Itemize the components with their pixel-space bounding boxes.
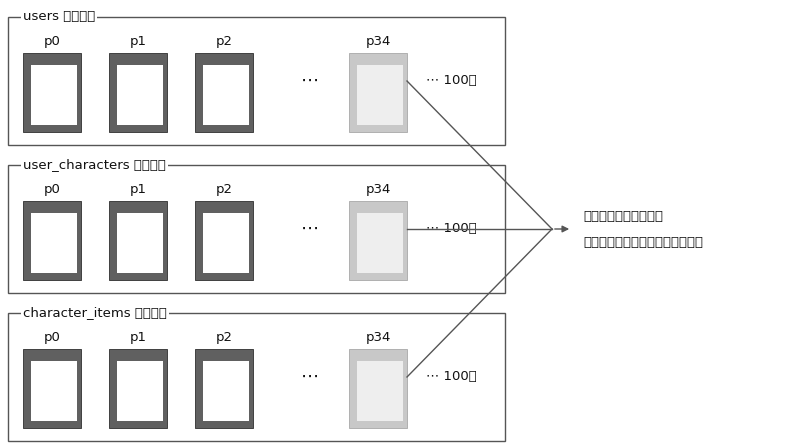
Text: users テーブル: users テーブル bbox=[23, 10, 95, 24]
Text: ⋯: ⋯ bbox=[301, 220, 319, 238]
Bar bbox=[109, 349, 167, 428]
Bar bbox=[23, 349, 81, 428]
Text: p34: p34 bbox=[366, 331, 390, 344]
Bar bbox=[23, 201, 81, 280]
Bar bbox=[202, 65, 250, 125]
Text: p2: p2 bbox=[215, 35, 233, 48]
Text: p34: p34 bbox=[366, 183, 390, 196]
Bar bbox=[8, 313, 505, 441]
Text: 小さな内部テーブル、: 小さな内部テーブル、 bbox=[583, 210, 663, 223]
Bar bbox=[30, 361, 78, 421]
Bar bbox=[30, 213, 78, 273]
Text: インデックスを利用して処理する: インデックスを利用して処理する bbox=[583, 236, 703, 249]
Bar bbox=[117, 65, 163, 125]
Bar bbox=[195, 53, 253, 132]
Text: p34: p34 bbox=[366, 35, 390, 48]
Bar bbox=[349, 201, 407, 280]
Bar bbox=[357, 361, 403, 421]
Text: p0: p0 bbox=[43, 331, 61, 344]
Text: p0: p0 bbox=[43, 35, 61, 48]
Text: p2: p2 bbox=[215, 183, 233, 196]
Bar bbox=[109, 201, 167, 280]
Bar bbox=[195, 201, 253, 280]
Text: p1: p1 bbox=[130, 183, 146, 196]
Bar bbox=[357, 65, 403, 125]
Bar bbox=[23, 53, 81, 132]
Text: ⋯: ⋯ bbox=[301, 368, 319, 386]
Bar bbox=[349, 349, 407, 428]
Bar bbox=[8, 17, 505, 145]
Text: user_characters テーブル: user_characters テーブル bbox=[23, 159, 166, 172]
Bar bbox=[117, 213, 163, 273]
Text: p1: p1 bbox=[130, 35, 146, 48]
Bar bbox=[202, 361, 250, 421]
Bar bbox=[357, 213, 403, 273]
Bar bbox=[195, 349, 253, 428]
Text: ⋯ 100個: ⋯ 100個 bbox=[426, 75, 477, 88]
Bar bbox=[202, 213, 250, 273]
Text: p0: p0 bbox=[43, 183, 61, 196]
Bar bbox=[117, 361, 163, 421]
Text: ⋯ 100個: ⋯ 100個 bbox=[426, 371, 477, 384]
Bar bbox=[30, 65, 78, 125]
Text: ⋯: ⋯ bbox=[301, 72, 319, 90]
Bar bbox=[109, 53, 167, 132]
Bar bbox=[8, 165, 505, 293]
Text: p1: p1 bbox=[130, 331, 146, 344]
Text: character_items テーブル: character_items テーブル bbox=[23, 307, 167, 320]
Text: ⋯ 100個: ⋯ 100個 bbox=[426, 223, 477, 236]
Text: p2: p2 bbox=[215, 331, 233, 344]
Bar bbox=[349, 53, 407, 132]
